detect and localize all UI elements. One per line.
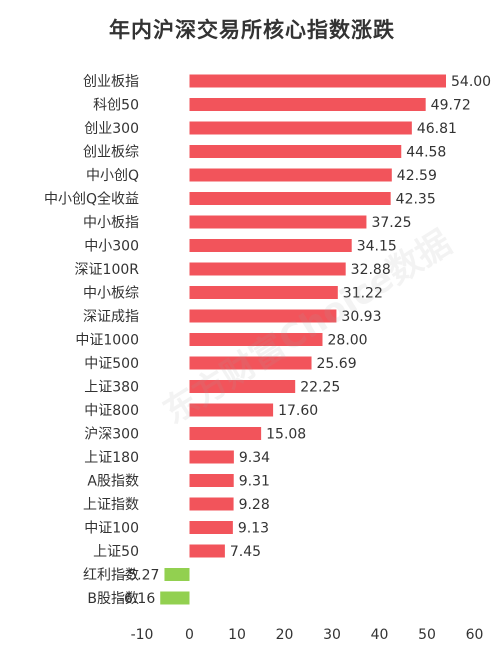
category-label: 创业300 bbox=[84, 121, 139, 137]
category-label: 深证成指 bbox=[83, 309, 139, 325]
data-label: 34.15 bbox=[357, 239, 397, 255]
data-label: 9.31 bbox=[239, 474, 270, 490]
category-label: 中证800 bbox=[84, 403, 139, 419]
x-tick-label: -10 bbox=[131, 627, 154, 643]
x-tick-label: 30 bbox=[323, 627, 341, 643]
bar bbox=[189, 262, 346, 276]
data-label: 15.08 bbox=[266, 427, 306, 443]
data-label: 37.25 bbox=[371, 215, 411, 231]
data-label: 30.93 bbox=[341, 309, 381, 325]
category-label: B股指数 bbox=[87, 591, 139, 607]
category-label: 上证380 bbox=[84, 380, 139, 396]
bar bbox=[189, 192, 391, 205]
category-label: 上证180 bbox=[84, 450, 139, 466]
bar bbox=[189, 145, 402, 158]
x-tick-label: 50 bbox=[418, 627, 436, 643]
chart-title: 年内沪深交易所核心指数涨跌 bbox=[109, 18, 395, 42]
data-label: 17.60 bbox=[278, 403, 318, 419]
bar bbox=[189, 286, 338, 299]
data-label: 32.88 bbox=[351, 262, 391, 278]
category-label: 创业板综 bbox=[83, 145, 139, 161]
data-label: -5.27 bbox=[123, 568, 159, 584]
data-label: 31.22 bbox=[343, 286, 383, 302]
x-tick-label: 0 bbox=[185, 627, 194, 643]
category-label: 中小创Q全收益 bbox=[44, 191, 139, 208]
data-label: 54.00 bbox=[451, 74, 491, 90]
bar bbox=[189, 427, 262, 440]
bar bbox=[189, 215, 367, 229]
category-label: 沪深300 bbox=[84, 427, 139, 443]
bar bbox=[189, 356, 312, 370]
data-label: 9.28 bbox=[239, 497, 270, 513]
category-label: A股指数 bbox=[87, 474, 139, 490]
category-label: 上证50 bbox=[93, 544, 139, 560]
data-label: 42.35 bbox=[396, 192, 436, 208]
data-label: 25.69 bbox=[317, 356, 357, 372]
bar bbox=[189, 474, 234, 487]
category-label: 深证100R bbox=[75, 262, 140, 278]
data-label: 46.81 bbox=[417, 121, 457, 137]
category-label: 创业板指 bbox=[83, 74, 139, 90]
bar bbox=[189, 309, 337, 323]
bar bbox=[189, 497, 234, 511]
category-label: 中证1000 bbox=[75, 333, 139, 349]
x-tick-label: 20 bbox=[276, 627, 294, 643]
data-label: 9.34 bbox=[239, 450, 270, 466]
bar bbox=[189, 544, 225, 558]
x-tick-label: 60 bbox=[466, 627, 484, 643]
data-label: 28.00 bbox=[328, 333, 368, 349]
bar bbox=[189, 403, 274, 417]
data-label: 44.58 bbox=[406, 145, 446, 161]
data-label: -6.16 bbox=[119, 591, 155, 607]
bar bbox=[160, 591, 190, 605]
bar bbox=[164, 568, 190, 581]
category-label: 中小板指 bbox=[83, 215, 139, 231]
category-label: 中小板综 bbox=[83, 286, 139, 302]
bar bbox=[189, 74, 446, 88]
bar bbox=[189, 239, 352, 252]
data-label: 7.45 bbox=[230, 544, 261, 560]
x-tick-label: 40 bbox=[371, 627, 389, 643]
bar bbox=[189, 168, 392, 182]
data-label: 22.25 bbox=[300, 380, 340, 396]
bar bbox=[189, 521, 233, 534]
category-label: 科创50 bbox=[93, 98, 139, 114]
bar bbox=[189, 380, 296, 393]
category-label: 中小创Q bbox=[86, 168, 139, 184]
x-tick-label: 10 bbox=[228, 627, 246, 643]
category-label: 中证500 bbox=[84, 356, 139, 372]
bar bbox=[189, 121, 412, 135]
category-label: 中小300 bbox=[84, 239, 139, 255]
bar bbox=[189, 333, 323, 346]
category-label: 中证100 bbox=[84, 521, 139, 537]
category-label: 上证指数 bbox=[83, 497, 139, 513]
data-label: 42.59 bbox=[397, 168, 437, 184]
category-label: 红利指数 bbox=[83, 568, 139, 584]
data-label: 9.13 bbox=[238, 521, 269, 537]
bar bbox=[189, 450, 234, 464]
data-label: 49.72 bbox=[431, 98, 471, 114]
bar bbox=[189, 98, 426, 111]
